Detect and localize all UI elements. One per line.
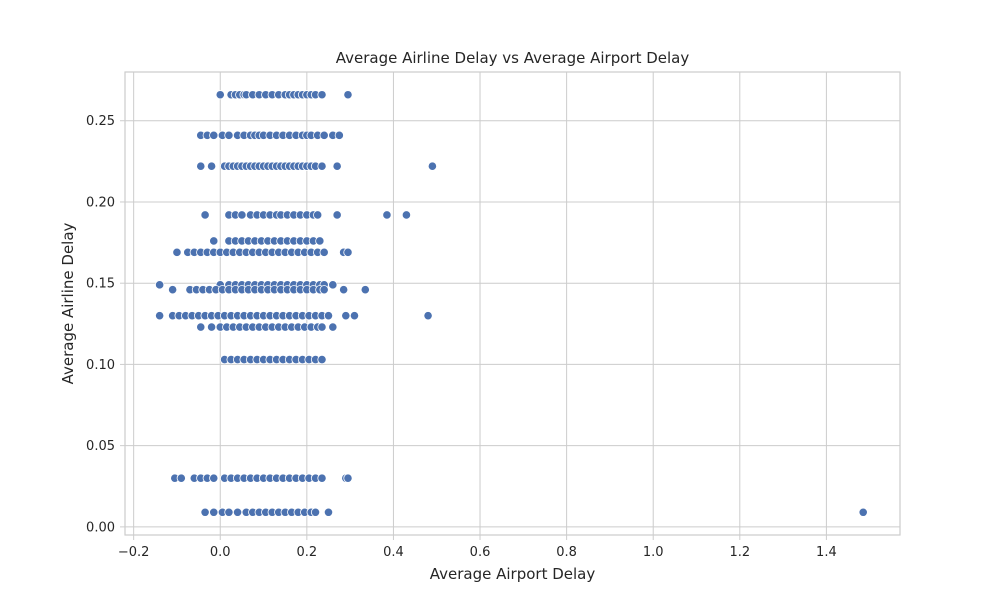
scatter-point [328,280,338,290]
y-tick-label: 0.15 [86,277,115,292]
scatter-point [317,161,327,171]
points-layer [155,90,868,517]
scatter-point [317,473,327,483]
y-tick-label: 0.25 [86,114,115,129]
x-tick-label: −0.2 [118,545,150,560]
scatter-point [339,285,349,295]
y-tick-label: 0.10 [86,358,115,373]
y-tick-label: 0.05 [86,439,115,454]
scatter-point [858,507,868,517]
scatter-point [427,161,438,171]
scatter-point [237,210,247,220]
grid-layer [125,72,900,535]
x-tick-label: 0.4 [383,545,404,560]
scatter-point [206,161,217,171]
scatter-point [310,507,321,517]
scatter-point [200,210,210,220]
scatter-point [332,161,342,171]
scatter-point [341,311,351,321]
chart-title: Average Airline Delay vs Average Airport… [336,49,690,67]
x-tick-label: 0.2 [296,545,317,560]
scatter-point [155,311,165,321]
scatter-point [209,130,219,140]
x-tick-label: 1.4 [816,545,837,560]
scatter-point [319,247,329,257]
scatter-point [155,280,165,290]
scatter-point [343,473,353,483]
scatter-point [319,130,329,140]
scatter-point [313,210,323,220]
scatter-point [317,354,327,365]
scatter-point [209,236,219,246]
scatter-point [382,210,392,220]
scatter-point [401,210,412,220]
scatter-point [172,247,182,257]
x-tick-label: 1.0 [643,545,664,560]
scatter-point [319,285,329,295]
x-tick-label: 0.6 [470,545,491,560]
plot-frame [124,71,901,536]
scatter-point [349,311,360,321]
scatter-point [423,311,433,321]
scatter-point [215,90,225,100]
y-tick-label: 0.20 [86,195,115,210]
scatter-point [317,90,327,100]
scatter-point [168,285,178,295]
scatter-point [323,507,334,517]
x-tick-label: 0.0 [210,545,231,560]
scatter-point [196,322,206,332]
scatter-point [332,210,342,220]
scatter-point [176,473,186,483]
ticks-layer: −0.2 0.0 0.2 0.4 0.6 0.8 1.0 1.2 1.4 0.00 0.05 0.10… [86,114,837,560]
scatter-point [209,473,219,483]
scatter-point [224,130,234,140]
scatter-point [206,322,217,332]
scatter-point [224,507,234,517]
x-tick-label: 1.2 [729,545,750,560]
scatter-point [328,322,338,332]
scatter-point [232,507,243,517]
scatter-point [323,311,334,321]
scatter-point [200,507,210,517]
scatter-point [317,322,327,332]
scatter-point [196,161,206,171]
y-axis-label: Average Airline Delay [59,222,77,384]
scatter-point [315,236,325,246]
scatter-point [360,285,370,295]
scatter-point [343,247,353,257]
x-tick-label: 0.8 [556,545,577,560]
x-axis-label: Average Airport Delay [430,565,596,583]
scatter-point [209,507,219,517]
scatter-point [334,130,344,140]
scatter-point [343,90,353,100]
y-tick-label: 0.00 [86,520,115,535]
